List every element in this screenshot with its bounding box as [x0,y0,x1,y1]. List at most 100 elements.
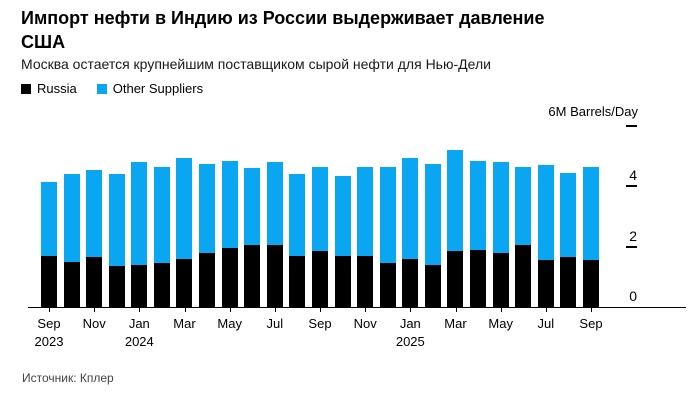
bar-segment-russia [176,258,193,307]
stacked-bar [469,160,486,307]
x-axis-tick [49,308,50,312]
stacked-bar [131,162,148,307]
x-axis-month-label: Sep [308,316,332,331]
stacked-bar [582,166,599,307]
bar-segment-other-suppliers [199,163,216,253]
x-axis-tick [365,308,367,312]
x-axis-tick [545,308,547,312]
bar-segment-other-suppliers [311,166,328,252]
bar-segment-other-suppliers [131,162,148,265]
stacked-bar [334,175,351,307]
stacked-bar [447,150,464,307]
stacked-bar [537,165,554,307]
y-axis-tick-label: 2 [629,228,637,244]
stacked-bar [311,166,328,307]
stacked-bar [244,168,261,307]
stacked-bar [357,166,374,307]
x-axis-month-label: Mar [173,316,196,331]
bar-segment-russia [63,261,80,307]
bar-segment-russia [582,260,599,307]
x-axis-month-label: May [488,316,513,331]
bar-segment-russia [560,257,577,307]
x-axis-tick [184,308,186,312]
x-axis-tick [500,308,502,312]
bar-segment-russia [515,245,532,307]
bar-segment-other-suppliers [41,181,57,256]
bar-segment-other-suppliers [153,166,170,264]
x-axis-month-label: Jan [128,316,150,331]
x-axis-tick [274,308,276,312]
x-axis-year-label: 2023 [34,334,64,349]
x-axis-month-label: May [217,316,242,331]
stacked-bar [176,157,193,307]
bar-segment-other-suppliers [221,160,238,249]
bar-segment-other-suppliers [560,172,577,258]
stacked-bar [289,174,306,307]
y-axis-tick-label: 4 [629,167,637,183]
y-axis-tick-dash [626,246,637,248]
stacked-bar [492,162,509,307]
chart-title-line2: США [21,32,66,52]
x-axis-tick [455,308,457,312]
bar-segment-other-suppliers [424,163,441,265]
chart-title: Импорт нефти в Индию из России выдержива… [21,6,641,54]
legend-item-other-suppliers: Other Suppliers [96,81,204,96]
x-axis-month-label: Jan [399,316,421,331]
stacked-bar [153,166,170,307]
bar-segment-russia [244,245,261,307]
bar-segment-other-suppliers [447,150,464,252]
bar-segment-other-suppliers [266,162,283,246]
bar-segment-other-suppliers [582,166,599,261]
bar-segment-russia [86,257,103,307]
x-axis-baseline [28,307,686,308]
bar-segment-russia [199,252,216,307]
stacked-bar [515,166,532,307]
x-axis-month-label: Sep [579,316,603,331]
stacked-bar [108,174,125,307]
x-axis-tick [229,308,231,312]
stacked-bar [86,169,103,307]
bar-segment-russia [41,255,57,307]
y-axis-tick-dash [626,125,637,127]
x-axis-month-label: Jul [266,316,284,331]
x-axis-month-label: Mar [444,316,467,331]
bar-segment-russia [108,266,125,307]
legend-label: Other Suppliers [112,81,204,96]
x-axis-month-label: Jul [537,316,555,331]
stacked-bar [266,162,283,307]
bar-segment-russia [424,264,441,307]
y-axis-tick-dash [626,185,637,187]
x-axis-month-label: Nov [82,316,106,331]
bar-segment-other-suppliers [515,166,532,246]
bar-segment-other-suppliers [289,174,306,256]
bar-segment-russia [492,252,509,307]
bar-segment-other-suppliers [108,174,125,267]
x-axis-month-label: Sep [37,316,61,331]
stacked-bar [402,157,419,307]
bar-segment-other-suppliers [402,157,419,259]
bar-segment-other-suppliers [334,175,351,256]
bar-segment-other-suppliers [492,162,509,253]
bar-segment-other-suppliers [86,169,103,258]
bar-segment-other-suppliers [244,168,261,246]
plot-area [41,126,599,307]
bar-segment-russia [537,260,554,307]
stacked-bar [379,166,396,307]
bar-segment-russia [334,255,351,307]
bar-segment-russia [447,251,464,307]
bar-segment-russia [221,248,238,307]
bar-segment-russia [266,245,283,307]
stacked-bar [63,174,80,307]
x-axis-tick [410,308,412,312]
bar-segment-russia [131,264,148,307]
bar-segment-russia [469,249,486,307]
stacked-bar [221,160,238,307]
stacked-bar [41,181,57,307]
legend-item-russia: Russia [21,81,77,96]
stacked-bar [199,163,216,307]
chart-subtitle: Москва остается крупнейшим поставщиком с… [21,56,491,72]
bar-segment-other-suppliers [63,174,80,262]
bar-segment-other-suppliers [357,166,374,256]
bar-segment-other-suppliers [537,165,554,261]
